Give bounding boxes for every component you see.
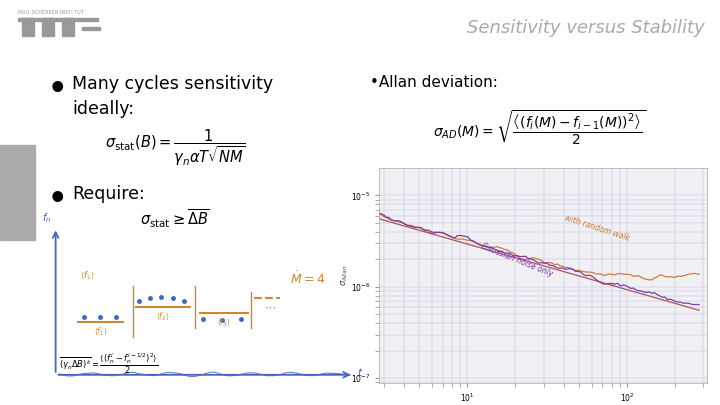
Text: ideally:: ideally: [72,100,134,118]
Text: $\langle f_1 \rangle$: $\langle f_1 \rangle$ [81,269,95,281]
Text: •Allan deviation:: •Allan deviation: [370,75,498,90]
Bar [42,18,54,36]
Text: $\sigma_{\mathrm{stat}}(B) = \dfrac{1}{\gamma_n \alpha T \sqrt{NM}}$: $\sigma_{\mathrm{stat}}(B) = \dfrac{1}{\… [104,128,246,168]
Text: PAUL SCHERRER INSTI TUT: PAUL SCHERRER INSTI TUT [18,10,84,15]
Text: $\cdots$: $\cdots$ [264,302,276,312]
Bar [62,18,74,36]
Text: •: • [48,75,68,104]
Text: $t$: $t$ [357,366,364,378]
Bar [22,18,34,36]
Text: $f_n$: $f_n$ [42,211,51,225]
Text: with random walk: with random walk [564,213,631,243]
Y-axis label: $\sigma_{Allan}$: $\sigma_{Allan}$ [339,264,350,286]
Text: $\langle f_2 \rangle$: $\langle f_2 \rangle$ [156,310,170,322]
Text: $\langle f_1 \rangle$: $\langle f_1 \rangle$ [94,325,107,337]
Text: Gaussian noise only: Gaussian noise only [480,241,554,278]
Text: $\dot{M} = 4$: $\dot{M} = 4$ [289,270,325,286]
Text: Require:: Require: [72,185,145,203]
Text: $\overline{(\gamma_n \Delta B)^k} = \dfrac{\langle (f_n^i - f_n^{i-1/2})^2\rangl: $\overline{(\gamma_n \Delta B)^k} = \dfr… [59,351,158,376]
Text: •: • [48,185,68,214]
Bar [18,18,98,21]
Bar [82,27,100,30]
Text: $\langle f_3 \rangle$: $\langle f_3 \rangle$ [217,316,230,328]
Text: $\sigma_{AD}(M) = \sqrt{\dfrac{\left\langle\left(f_i(M) - f_{i-1}(M)\right)^2\ri: $\sigma_{AD}(M) = \sqrt{\dfrac{\left\lan… [433,108,647,147]
Bar [0,145,35,240]
Text: Many cycles sensitivity: Many cycles sensitivity [72,75,273,93]
Text: $\sigma_{\mathrm{stat}} \geq \overline{\Delta B}$: $\sigma_{\mathrm{stat}} \geq \overline{\… [140,208,210,230]
Text: Sensitivity versus Stability: Sensitivity versus Stability [467,19,705,37]
